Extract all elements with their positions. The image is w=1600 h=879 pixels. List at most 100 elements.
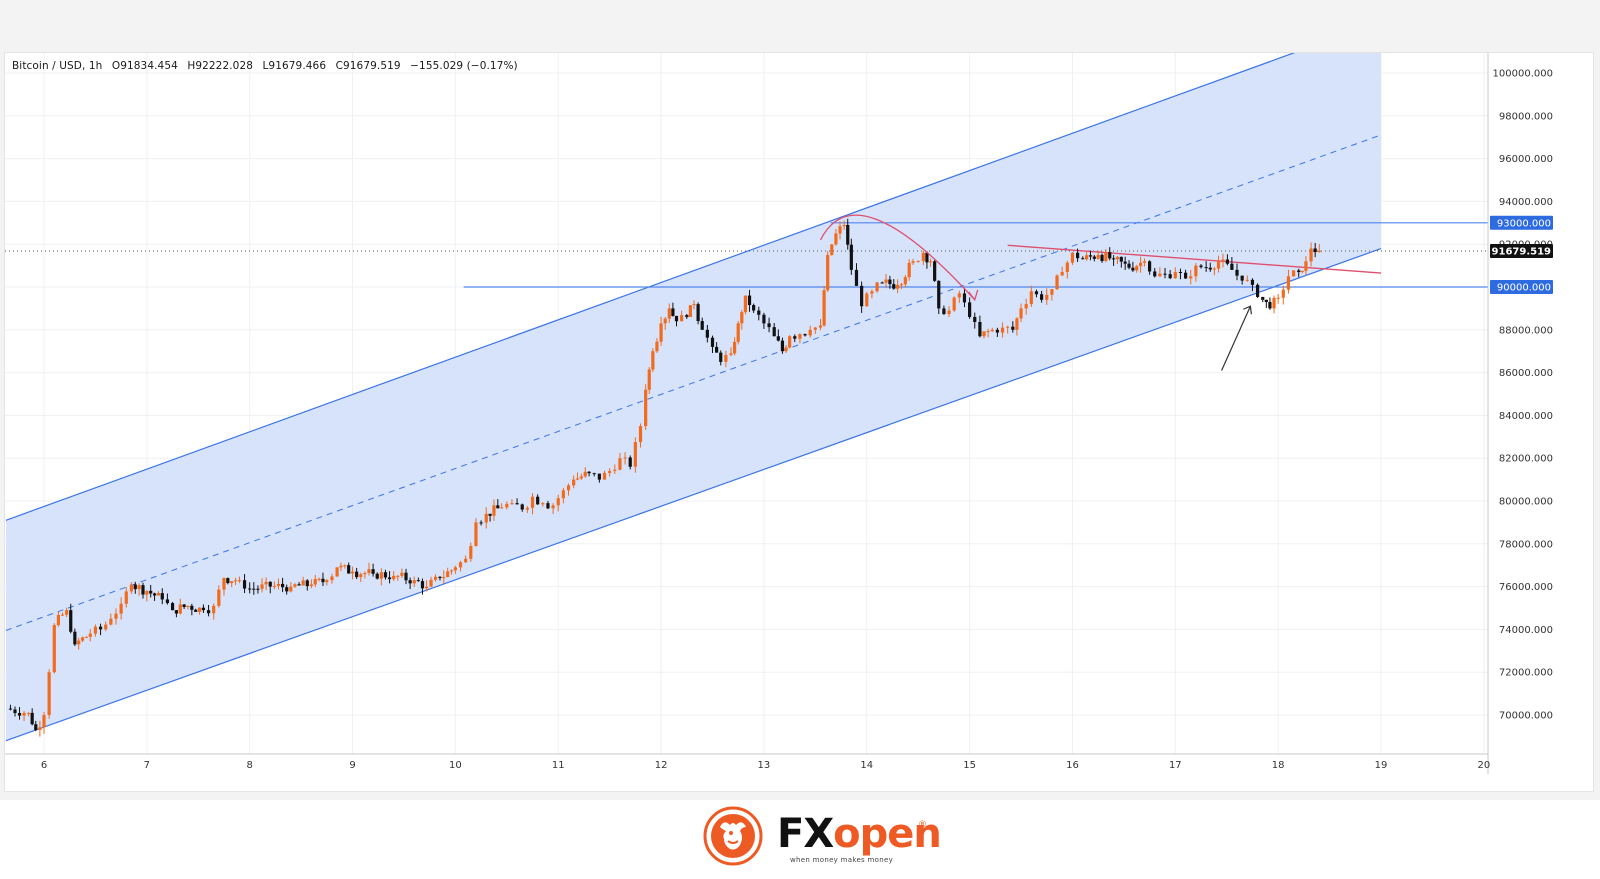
candle-up [1142,261,1147,263]
candle-down [190,605,194,610]
x-tick-label: 11 [552,760,565,771]
candle-down [1163,273,1167,275]
y-tick-label: 94000.000 [1499,197,1553,208]
x-tick-label: 7 [144,760,150,771]
candle-down [685,315,689,317]
y-tick-label: 100000.000 [1493,69,1553,80]
candle-up [830,244,834,255]
candle-up [464,558,468,563]
candle-down [860,285,864,307]
candle-down [587,471,591,474]
candle-up [907,262,911,278]
candle-up [1019,308,1023,319]
candle-up [818,325,823,328]
pointer-arrow [1221,306,1251,371]
candle-down [1313,248,1317,253]
candle-down [1040,294,1044,300]
candle-up [293,584,297,587]
candle-up [561,490,565,499]
candle-down [772,327,776,337]
candle-down [17,713,22,716]
candle-up [822,290,826,326]
candle-up [109,618,113,625]
candle-up [724,354,728,362]
candle-up [313,579,317,585]
candle-down [347,565,351,574]
y-tick-label: 84000.000 [1499,411,1553,422]
x-tick-label: 12 [655,760,668,771]
candle-down [383,572,388,578]
candle-up [400,572,404,576]
close-value: C91679.519 [335,60,401,72]
candle-up [484,513,488,523]
candle-down [420,581,425,589]
candle-down [1112,258,1116,260]
candle-up [1000,327,1005,333]
candle-down [141,585,145,595]
candle-down [438,576,442,579]
bull-logo-icon [703,806,763,866]
candle-up [197,607,202,612]
candle-down [1199,265,1203,268]
candle-up [1245,279,1249,281]
x-tick-label: 18 [1272,760,1285,771]
candle-down [194,609,198,612]
candle-up [379,572,383,579]
candles [8,218,1321,737]
candle-up [1055,275,1059,290]
candle-up [429,579,433,587]
candle-up [896,284,900,289]
candle-down [1108,252,1112,259]
candle-down [1011,326,1015,330]
level-tag-label: 90000.000 [1497,283,1551,294]
candle-down [1297,270,1301,273]
candle-up [736,323,740,342]
x-tick-label: 8 [247,760,253,771]
candle-up [1096,254,1100,259]
channel-lower-line [5,248,1382,742]
candle-down [803,334,807,336]
candle-down [371,569,375,574]
candle-up [572,479,576,486]
candle-up [56,614,60,626]
candle-up [367,569,371,573]
candle-up [424,586,429,589]
channel-upper-line [5,53,1296,521]
last-price-tag [1490,244,1553,259]
footer-bar [0,800,1600,879]
candle-up [339,565,343,568]
resistance-line [1007,244,1382,274]
high-value: H92222.028 [187,60,254,72]
brand-open: open [833,811,942,857]
candle-up [359,574,363,578]
candle-up [52,625,56,673]
candle-up [784,347,788,352]
x-tick-label: 20 [1477,760,1490,771]
candle-up [870,291,874,294]
candle-down [780,340,785,352]
candle-down [700,321,704,330]
candle-up [84,636,89,638]
y-tick-label: 76000.000 [1499,582,1553,593]
candle-down [34,724,38,730]
candle-down [710,337,715,347]
regression-channel [5,53,1382,742]
candle-up [1029,291,1033,305]
brand-tagline: when money makes money [790,856,894,864]
candle-up [875,282,879,292]
candle-up [688,305,692,317]
candle-up [541,503,545,505]
candle-up [474,522,478,546]
candle-down [888,279,892,285]
candle-up [1085,255,1089,260]
curved-arrow-head [968,289,979,302]
candle-up [119,603,123,614]
level-tag [1490,215,1553,230]
candle-down [416,580,420,582]
y-tick-label: 82000.000 [1499,454,1553,465]
candle-up [647,369,651,390]
candle-down [515,503,519,505]
axes: 70000.00072000.00074000.00076000.0007800… [5,53,1553,774]
candle-down [880,282,884,284]
